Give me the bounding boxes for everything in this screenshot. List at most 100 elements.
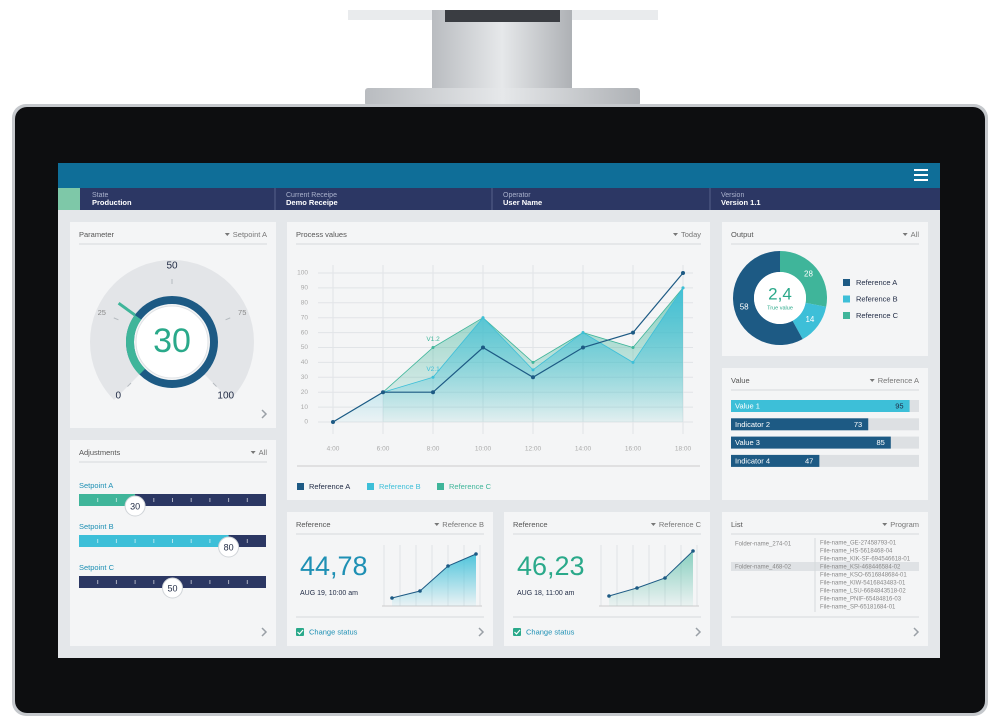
mount [432, 10, 572, 95]
gauge-value: 30 [153, 322, 191, 360]
x-tick-label: 18:00 [675, 446, 692, 453]
panel-title: List [731, 520, 744, 529]
x-tick-label: 10:00 [475, 446, 492, 453]
bar [731, 418, 869, 431]
checkbox[interactable] [513, 628, 521, 636]
mount-base [365, 88, 640, 106]
gauge-value-arc [126, 314, 146, 375]
status-value: Demo Receipe [286, 198, 338, 207]
reference-value: 46,23 [517, 551, 585, 581]
panel-selector[interactable]: Reference A [878, 376, 919, 385]
point [481, 345, 485, 350]
checkbox-label: Change status [526, 627, 575, 636]
x-tick-label: 16:00 [625, 446, 642, 453]
slider-value: 30 [130, 501, 140, 511]
bar-value: 73 [854, 420, 862, 429]
slider-value: 50 [167, 583, 177, 593]
x-tick-label: 4:00 [327, 446, 340, 453]
donut-center-value: 2,4 [768, 284, 792, 303]
status-value: Version 1.1 [721, 198, 761, 207]
y-tick-label: 10 [301, 404, 309, 411]
file-item: File-name_KIK-SF-694546618-01 [820, 557, 911, 563]
y-tick-label: 40 [301, 359, 309, 366]
gauge-tick-label: 100 [217, 390, 234, 401]
y-tick-label: 0 [304, 419, 308, 426]
menu-icon[interactable] [914, 169, 928, 181]
slider-knob[interactable] [124, 495, 146, 517]
panel-selector[interactable]: Setpoint A [233, 230, 267, 239]
setpoint-label: Setpoint C [79, 563, 115, 572]
slider-knob[interactable] [162, 577, 183, 599]
point [381, 390, 385, 395]
legend-swatch [843, 312, 850, 319]
panel-selector[interactable]: Reference C [659, 520, 702, 529]
status-value: Production [92, 198, 132, 207]
point [631, 360, 635, 364]
bar-label: Value 3 [735, 438, 760, 447]
list-highlight [731, 562, 919, 571]
donut-hole [754, 272, 806, 324]
y-tick-label: 100 [297, 270, 308, 277]
donut-label: 14 [805, 315, 814, 324]
folder-item: Folder-name_274-01 [735, 542, 792, 548]
setpoint-label: Setpoint A [79, 481, 113, 490]
panel-selector[interactable]: Today [681, 230, 701, 239]
legend-swatch [437, 483, 444, 490]
gauge-background [90, 260, 254, 400]
y-tick-label: 20 [301, 389, 309, 396]
x-tick-label: 12:00 [525, 446, 542, 453]
checkbox-tick [297, 629, 304, 635]
gauge-tick-label: 0 [115, 390, 121, 401]
bar-label: Indicator 2 [735, 420, 770, 429]
selector-arrow [250, 451, 256, 454]
slider-fill [79, 494, 136, 506]
annotation: V1.2 [426, 336, 440, 343]
folder-item: Folder-name_468-02 [735, 565, 792, 571]
panel-title: Process values [296, 230, 347, 239]
reference-date: AUG 18, 11:00 am [517, 590, 575, 597]
y-tick-label: 60 [301, 329, 309, 336]
y-tick-label: 30 [301, 374, 309, 381]
panel-title: Output [731, 230, 754, 239]
setpoint-label: Setpoint B [79, 522, 114, 531]
panel-selector[interactable]: Program [890, 520, 919, 529]
checkbox[interactable] [296, 628, 304, 636]
panel-title: Value [731, 376, 750, 385]
panel-selector[interactable]: All [259, 448, 268, 457]
y-tick-label: 80 [301, 300, 309, 307]
point [681, 271, 685, 275]
point [581, 331, 585, 335]
donut-label: 28 [804, 270, 813, 279]
slider-fill [79, 576, 173, 588]
y-tick-label: 70 [301, 314, 309, 321]
chevrons[interactable] [261, 409, 920, 637]
slider-knob[interactable] [218, 536, 240, 558]
selector-arrow [434, 523, 440, 526]
line [332, 272, 684, 423]
panel-title: Adjustments [79, 448, 121, 457]
legend-label: Reference B [379, 482, 421, 491]
file-item: File-name_KSO-6516848684-01 [820, 573, 907, 579]
point [531, 360, 535, 364]
point [631, 346, 635, 349]
line [332, 287, 684, 423]
point [431, 375, 435, 379]
gauge-tick-label: 25 [98, 308, 106, 317]
checkbox-label: Change status [309, 627, 358, 636]
point [531, 375, 535, 380]
status-label: Version [721, 192, 744, 199]
panel-selector[interactable]: Reference B [442, 520, 484, 529]
bar-value: 95 [895, 401, 903, 410]
legend-label: Reference C [856, 311, 899, 320]
status-label: Current Receipe [286, 192, 337, 199]
trend-area [609, 551, 693, 606]
panel-selector[interactable]: All [911, 230, 920, 239]
top-bar [58, 163, 940, 188]
point [581, 345, 585, 350]
x-tick-label: 8:00 [427, 446, 440, 453]
donut-segment [732, 251, 803, 346]
trend-point [635, 586, 639, 590]
file-item: File-name_KIW-5416843483-01 [820, 581, 906, 587]
panel-title: Reference [513, 520, 548, 529]
